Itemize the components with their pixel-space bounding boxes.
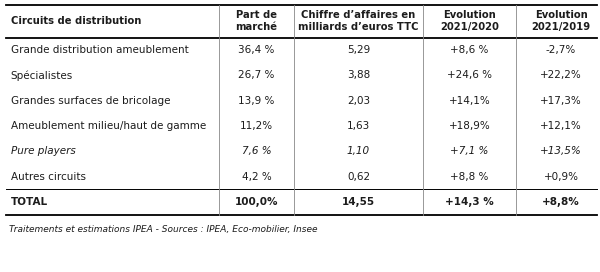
Text: +12,1%: +12,1% <box>540 121 582 131</box>
Text: +0,9%: +0,9% <box>544 172 578 182</box>
Text: +14,3 %: +14,3 % <box>445 197 494 207</box>
Text: Part de
marché: Part de marché <box>235 11 277 32</box>
Text: Spécialistes: Spécialistes <box>11 70 73 81</box>
Text: -2,7%: -2,7% <box>546 45 576 55</box>
Text: 5,29: 5,29 <box>347 45 370 55</box>
Text: +22,2%: +22,2% <box>540 70 582 81</box>
Text: 100,0%: 100,0% <box>235 197 278 207</box>
Text: 11,2%: 11,2% <box>240 121 273 131</box>
Text: 36,4 %: 36,4 % <box>238 45 275 55</box>
Text: Chiffre d’affaires en
milliards d’euros TTC: Chiffre d’affaires en milliards d’euros … <box>298 11 419 32</box>
Text: Evolution
2021/2019: Evolution 2021/2019 <box>532 11 590 32</box>
Text: +18,9%: +18,9% <box>449 121 490 131</box>
Text: 1,63: 1,63 <box>347 121 370 131</box>
Text: Evolution
2021/2020: Evolution 2021/2020 <box>440 11 499 32</box>
Text: 7,6 %: 7,6 % <box>242 146 271 156</box>
Text: +14,1%: +14,1% <box>449 96 490 106</box>
Text: Grandes surfaces de bricolage: Grandes surfaces de bricolage <box>11 96 170 106</box>
Text: +8,6 %: +8,6 % <box>451 45 488 55</box>
Text: TOTAL: TOTAL <box>11 197 48 207</box>
Text: +24,6 %: +24,6 % <box>447 70 492 81</box>
Text: +17,3%: +17,3% <box>540 96 582 106</box>
Text: Grande distribution ameublement: Grande distribution ameublement <box>11 45 188 55</box>
Text: Ameublement milieu/haut de gamme: Ameublement milieu/haut de gamme <box>11 121 206 131</box>
Text: +7,1 %: +7,1 % <box>451 146 488 156</box>
Text: +13,5%: +13,5% <box>540 146 582 156</box>
Text: Traitements et estimations IPEA - Sources : IPEA, Eco-mobilier, Insee: Traitements et estimations IPEA - Source… <box>9 225 317 234</box>
Text: +8,8%: +8,8% <box>542 197 580 207</box>
Text: 1,10: 1,10 <box>347 146 370 156</box>
Text: 14,55: 14,55 <box>342 197 375 207</box>
Text: Pure players: Pure players <box>11 146 76 156</box>
Text: 4,2 %: 4,2 % <box>242 172 271 182</box>
Text: 2,03: 2,03 <box>347 96 370 106</box>
Text: 26,7 %: 26,7 % <box>238 70 275 81</box>
Text: 13,9 %: 13,9 % <box>238 96 275 106</box>
Text: 0,62: 0,62 <box>347 172 370 182</box>
Text: Circuits de distribution: Circuits de distribution <box>11 17 141 26</box>
Text: 3,88: 3,88 <box>347 70 370 81</box>
Text: Autres circuits: Autres circuits <box>11 172 86 182</box>
Text: +8,8 %: +8,8 % <box>451 172 488 182</box>
